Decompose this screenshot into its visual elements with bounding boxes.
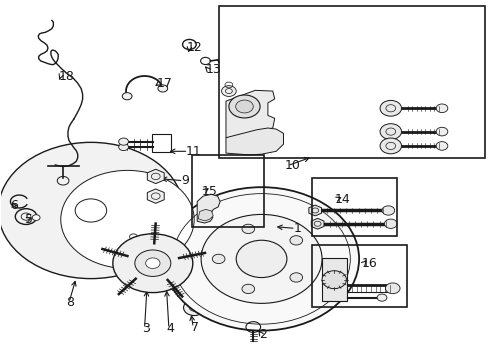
Circle shape xyxy=(122,93,132,100)
Text: 7: 7 xyxy=(190,321,199,334)
Circle shape xyxy=(236,240,286,278)
Text: 16: 16 xyxy=(361,257,377,270)
Text: 10: 10 xyxy=(285,159,300,172)
Circle shape xyxy=(75,199,106,222)
Circle shape xyxy=(384,219,396,228)
Text: 15: 15 xyxy=(201,185,217,198)
Circle shape xyxy=(228,95,260,118)
Circle shape xyxy=(322,271,346,289)
Bar xyxy=(311,244,406,307)
Circle shape xyxy=(385,283,399,294)
Text: 6: 6 xyxy=(10,199,18,212)
Polygon shape xyxy=(225,90,274,138)
Circle shape xyxy=(376,294,386,301)
Text: 13: 13 xyxy=(205,63,221,76)
Circle shape xyxy=(242,284,254,293)
Text: 9: 9 xyxy=(181,174,188,187)
Text: 1: 1 xyxy=(293,222,301,235)
Bar xyxy=(321,258,346,301)
Circle shape xyxy=(158,85,167,92)
Bar xyxy=(219,6,484,158)
Circle shape xyxy=(119,143,128,150)
Text: 11: 11 xyxy=(185,145,202,158)
Circle shape xyxy=(381,206,394,215)
Circle shape xyxy=(113,234,192,293)
Polygon shape xyxy=(225,128,283,155)
Text: 12: 12 xyxy=(186,41,203,54)
Polygon shape xyxy=(147,169,164,184)
Circle shape xyxy=(289,273,302,282)
Polygon shape xyxy=(197,194,220,223)
Bar xyxy=(192,155,264,226)
Bar xyxy=(311,178,396,235)
Circle shape xyxy=(379,100,401,116)
Circle shape xyxy=(61,170,194,269)
Circle shape xyxy=(119,138,128,145)
Circle shape xyxy=(135,250,170,276)
Circle shape xyxy=(201,215,322,303)
Text: 5: 5 xyxy=(25,213,33,226)
Polygon shape xyxy=(311,219,324,229)
Circle shape xyxy=(379,138,401,154)
Circle shape xyxy=(129,234,137,240)
Circle shape xyxy=(221,86,236,96)
Text: 14: 14 xyxy=(334,193,350,206)
Circle shape xyxy=(212,254,224,264)
Polygon shape xyxy=(308,205,321,216)
Circle shape xyxy=(145,258,160,269)
Circle shape xyxy=(235,100,253,113)
Text: 8: 8 xyxy=(66,296,74,309)
Circle shape xyxy=(183,300,204,316)
Text: 2: 2 xyxy=(259,328,266,341)
Text: 4: 4 xyxy=(166,322,174,335)
Polygon shape xyxy=(147,189,164,203)
Circle shape xyxy=(435,104,447,113)
Circle shape xyxy=(435,141,447,150)
Bar xyxy=(152,134,171,152)
Circle shape xyxy=(0,142,183,279)
Circle shape xyxy=(289,236,302,245)
Circle shape xyxy=(379,124,401,139)
Polygon shape xyxy=(198,210,213,221)
Text: 3: 3 xyxy=(142,322,150,335)
Text: 18: 18 xyxy=(58,69,74,82)
Circle shape xyxy=(435,127,447,136)
Text: 17: 17 xyxy=(157,77,172,90)
Circle shape xyxy=(32,215,40,220)
Circle shape xyxy=(242,224,254,234)
Circle shape xyxy=(163,187,358,330)
